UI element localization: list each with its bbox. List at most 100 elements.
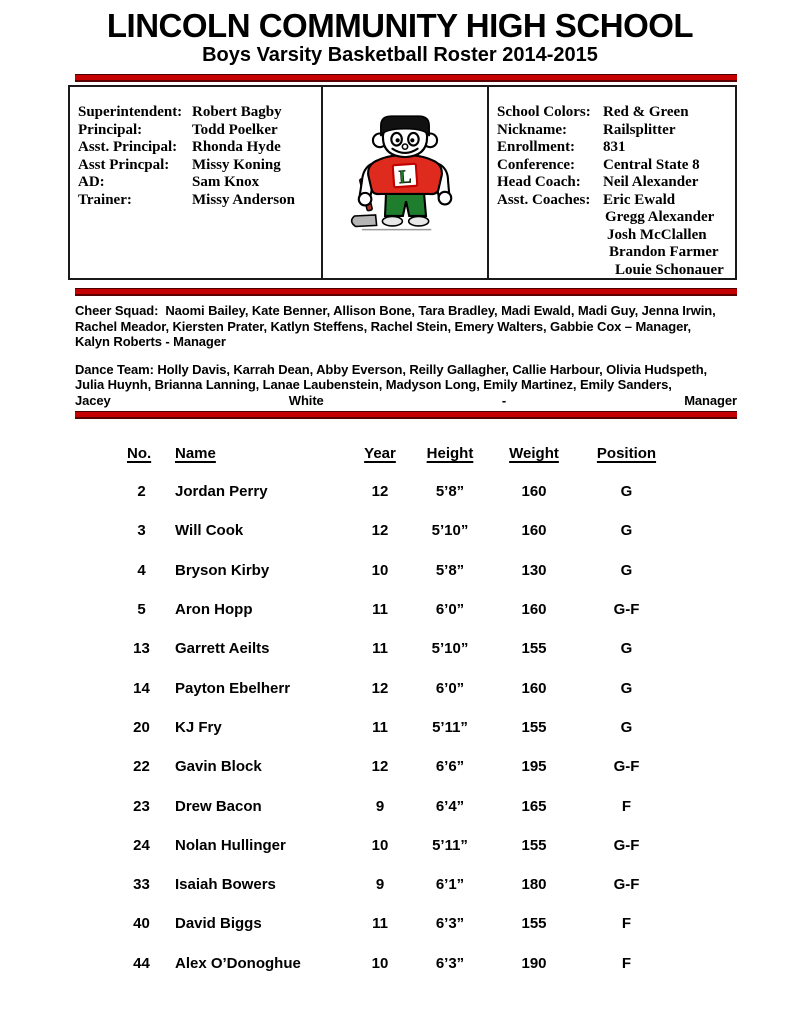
player-position: G [620, 679, 633, 697]
player-weight: 160 [521, 601, 547, 619]
student-assistants-names: Dalton Presswood, Graham Hill, Cooper Ha… [248, 1023, 673, 1024]
dance-team-word: - [501, 392, 507, 408]
player-row: 5 Aron Hopp 11 6’0” 160 G-F [118, 590, 678, 629]
player-height: 5’8” [435, 561, 465, 579]
roster-header-row: No. Name Year Height Weight Position [118, 443, 678, 465]
player-no: 44 [133, 954, 150, 972]
player-height: 6’3” [435, 954, 465, 972]
cheer-squad-line: Kalyn Roberts - Manager [75, 334, 226, 349]
player-no: 5 [137, 601, 146, 619]
asst-coach-name: Louie Schonauer [615, 261, 724, 278]
player-row: 23 Drew Bacon 9 6’4” 165 F [118, 786, 678, 825]
player-no: 2 [137, 483, 146, 501]
player-year: 9 [375, 797, 385, 815]
player-weight: 180 [521, 876, 547, 894]
school-line: Asst. Coaches: Eric Ewald [497, 192, 731, 210]
player-no: 13 [133, 640, 150, 658]
school-label: Head Coach: [497, 174, 581, 190]
player-year: 11 [372, 718, 388, 736]
school-label: Enrollment: [497, 139, 576, 155]
admin-value: Missy Anderson [192, 191, 295, 208]
player-row: 3 Will Cook 12 5’10” 160 G [118, 511, 678, 550]
dance-team-word: Manager [684, 392, 737, 408]
player-position: G [620, 522, 633, 540]
player-height: 5’11” [432, 718, 468, 736]
player-position: G [620, 640, 633, 658]
admin-label: Principal: [78, 121, 143, 138]
player-name: Jordan Perry [175, 483, 268, 501]
player-year: 10 [371, 836, 389, 854]
player-row: 24 Nolan Hullinger 10 5’11” 155 G-F [118, 826, 678, 865]
school-label: Conference: [497, 156, 576, 173]
player-year: 9 [375, 876, 385, 894]
dance-team-word: Jacey [75, 392, 111, 408]
school-label: Nickname: [497, 121, 567, 138]
player-position: G [620, 561, 633, 579]
player-name: Nolan Hullinger [175, 836, 286, 854]
mascot-cell: L [323, 87, 489, 278]
asst-coach-name: Josh McClallen [607, 226, 707, 243]
cheer-squad-paragraph: Cheer Squad: Naomi Bailey, Kate Benner, … [75, 303, 737, 350]
admin-line: Asst. Principal: Rhonda Hyde [78, 139, 317, 157]
player-row: 40 David Biggs 11 6’3” 155 F [118, 904, 678, 943]
school-line: Enrollment: 831 [497, 139, 731, 157]
player-position: G-F [613, 836, 640, 854]
school-info-cell: School Colors: Red & Green Nickname: Rai… [489, 87, 733, 278]
player-year: 12 [371, 522, 389, 540]
player-year: 10 [371, 954, 389, 972]
school-value: 831 [603, 139, 626, 155]
player-year: 11 [372, 915, 388, 933]
admin-label: Superintendent: [78, 104, 183, 120]
school-line: Head Coach: Neil Alexander [497, 174, 731, 192]
player-no: 22 [133, 758, 150, 776]
student-assistants-line: Student Assistants: Dalton Presswood, Gr… [75, 1005, 800, 1024]
red-divider-top [75, 74, 737, 82]
player-height: 6’0” [435, 601, 465, 619]
column-header-height: Height [426, 445, 474, 462]
admin-line: Asst Princpal: Missy Koning [78, 157, 317, 175]
school-value: Neil Alexander [603, 174, 699, 190]
player-row: 2 Jordan Perry 12 5’8” 160 G [118, 472, 678, 511]
player-row: 4 Bryson Kirby 10 5’8” 130 G [118, 551, 678, 590]
player-year: 11 [372, 640, 388, 658]
admin-line: AD: Sam Knox [78, 174, 317, 192]
asst-coach-name: Gregg Alexander [605, 209, 715, 225]
admin-line: Principal: Todd Poelker [78, 122, 317, 140]
player-weight: 130 [521, 561, 547, 579]
cheer-squad-line: Cheer Squad: Naomi Bailey, Kate Benner, … [75, 303, 716, 318]
player-name: KJ Fry [175, 718, 222, 736]
player-weight: 160 [521, 483, 547, 501]
admin-label: Asst Princpal: [78, 156, 170, 173]
red-divider-bottom [75, 411, 737, 419]
player-weight: 160 [521, 679, 547, 697]
admin-line: Superintendent: Robert Bagby [78, 104, 317, 122]
player-height: 5’10” [431, 640, 469, 658]
school-value: Central State 8 [603, 156, 700, 173]
player-no: 24 [133, 836, 150, 854]
school-info-table: Superintendent: Robert Bagby Principal: … [68, 85, 737, 280]
player-name: Bryson Kirby [175, 561, 270, 579]
roster-rows: 2 Jordan Perry 12 5’8” 160 G 3 Will Cook… [118, 465, 678, 983]
player-name: Gavin Block [175, 758, 262, 776]
player-weight: 155 [521, 640, 547, 658]
player-year: 11 [372, 601, 388, 619]
player-height: 6’3” [435, 915, 465, 933]
player-name: Drew Bacon [175, 797, 262, 815]
player-weight: 155 [521, 915, 547, 933]
player-no: 3 [137, 522, 146, 540]
player-name: Will Cook [175, 522, 244, 540]
admin-label: Asst. Principal: [78, 139, 178, 155]
player-row: 14 Payton Ebelherr 12 6’0” 160 G [118, 668, 678, 707]
school-line: Conference: Central State 8 [497, 157, 731, 175]
player-height: 5’11” [432, 836, 468, 854]
column-header-name: Name [175, 445, 216, 462]
player-row: 33 Isaiah Bowers 9 6’1” 180 G-F [118, 865, 678, 904]
player-name: Alex O’Donoghue [175, 954, 301, 972]
dance-team-line: Dance Team: Holly Davis, Karrah Dean, Ab… [75, 361, 708, 377]
asst-coach-name: Brandon Farmer [609, 244, 719, 260]
page-title: LINCOLN COMMUNITY HIGH SCHOOL [106, 7, 694, 44]
player-no: 14 [133, 679, 150, 697]
railsplitter-mascot-image: L [350, 115, 453, 231]
player-year: 10 [371, 561, 389, 579]
